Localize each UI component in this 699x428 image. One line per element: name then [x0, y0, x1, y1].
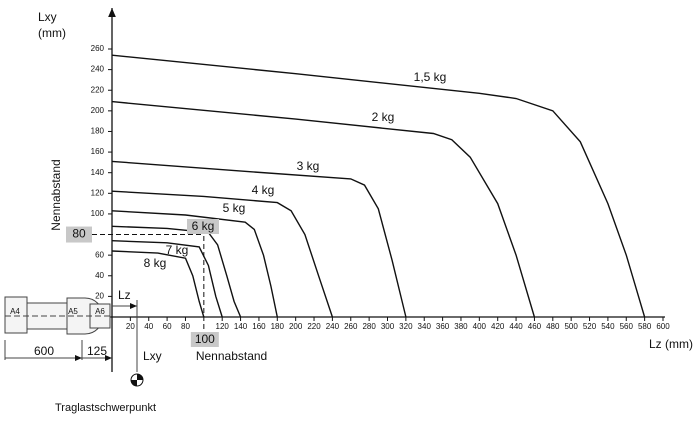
load-curve: [111, 160, 407, 318]
caption: Traglastschwerpunkt: [55, 402, 156, 414]
x-tick-label: 580: [638, 322, 652, 331]
robot: [4, 296, 138, 372]
x-tick-label: 380: [454, 322, 468, 331]
load-curve: [111, 100, 536, 318]
y-tick-label: 140: [91, 168, 105, 177]
y-tick-label: 40: [95, 271, 104, 280]
series-label: 7 kg: [166, 243, 189, 257]
robot-axis: A5: [68, 307, 78, 316]
lxy-label: Lxy: [143, 349, 162, 363]
x-tick-label: 440: [509, 322, 523, 331]
x-tick-label: 280: [362, 322, 376, 331]
series-label: 3 kg: [297, 159, 320, 173]
nominal-lxy-label: 80: [72, 227, 86, 241]
highlight-box: [66, 226, 92, 243]
x-tick-label: 340: [418, 322, 432, 331]
x-tick-label: 120: [216, 322, 230, 331]
series-label: 1,5 kg: [414, 70, 447, 84]
y-axis-label: Lxy: [38, 10, 57, 24]
x-tick-label: 520: [583, 322, 597, 331]
y-tick-label: 100: [91, 209, 105, 218]
dimension: 600: [34, 344, 54, 358]
x-tick-label: 140: [234, 322, 248, 331]
nominal-lz-label: 100: [195, 332, 215, 346]
y-side-label: Nennabstand: [49, 159, 63, 230]
y-tick-label: 20: [95, 291, 104, 300]
load-curve: [111, 54, 646, 318]
lz-label: Lz: [118, 288, 131, 302]
x-tick-label: 20: [126, 322, 135, 331]
nominal-label: Nennabstand: [196, 349, 267, 363]
dimension: 125: [87, 344, 107, 358]
x-tick-label: 480: [546, 322, 560, 331]
y-tick-label: 60: [95, 250, 104, 259]
robot-axis: A4: [10, 307, 20, 316]
x-tick-label: 360: [436, 322, 450, 331]
highlight-box: [187, 219, 219, 234]
y-axis-unit: (mm): [38, 26, 66, 40]
x-tick-label: 240: [326, 322, 340, 331]
load-curve: [111, 190, 334, 318]
payload-center: [131, 374, 143, 386]
y-tick-label: 120: [91, 188, 105, 197]
x-tick-label: 540: [601, 322, 615, 331]
x-tick-label: 320: [399, 322, 413, 331]
x-tick-label: 400: [473, 322, 487, 331]
y-tick-label: 200: [91, 106, 105, 115]
y-tick-label: 260: [91, 44, 105, 53]
x-tick-label: 220: [307, 322, 321, 331]
y-tick-label: 160: [91, 147, 105, 156]
x-tick-label: 600: [656, 322, 670, 331]
y-tick-label: 220: [91, 85, 105, 94]
series-label: 6 kg: [192, 219, 215, 233]
x-tick-label: 180: [271, 322, 285, 331]
y-tick-label: 180: [91, 127, 105, 136]
series-label: 4 kg: [252, 183, 275, 197]
x-axis-label: Lz (mm): [649, 337, 693, 351]
series-label: 2 kg: [372, 110, 395, 124]
load-curve: [111, 210, 278, 318]
x-tick-label: 420: [491, 322, 505, 331]
series-label: 8 kg: [144, 256, 167, 270]
x-tick-label: 260: [344, 322, 358, 331]
load-curve: [111, 225, 242, 318]
x-tick-label: 200: [289, 322, 303, 331]
x-tick-label: 560: [620, 322, 634, 331]
x-tick-label: 460: [528, 322, 542, 331]
series-label: 5 kg: [223, 201, 246, 215]
x-tick-label: 160: [252, 322, 266, 331]
x-tick-label: 60: [163, 322, 172, 331]
robot-axis: A6: [95, 307, 105, 316]
load-curve: [111, 240, 223, 318]
x-tick-label: 300: [381, 322, 395, 331]
x-tick-label: 500: [564, 322, 578, 331]
highlight-box: [190, 332, 219, 347]
x-tick-label: 40: [144, 322, 153, 331]
x-tick-label: 80: [181, 322, 190, 331]
load-curve: [111, 250, 205, 318]
y-tick-label: 240: [91, 65, 105, 74]
